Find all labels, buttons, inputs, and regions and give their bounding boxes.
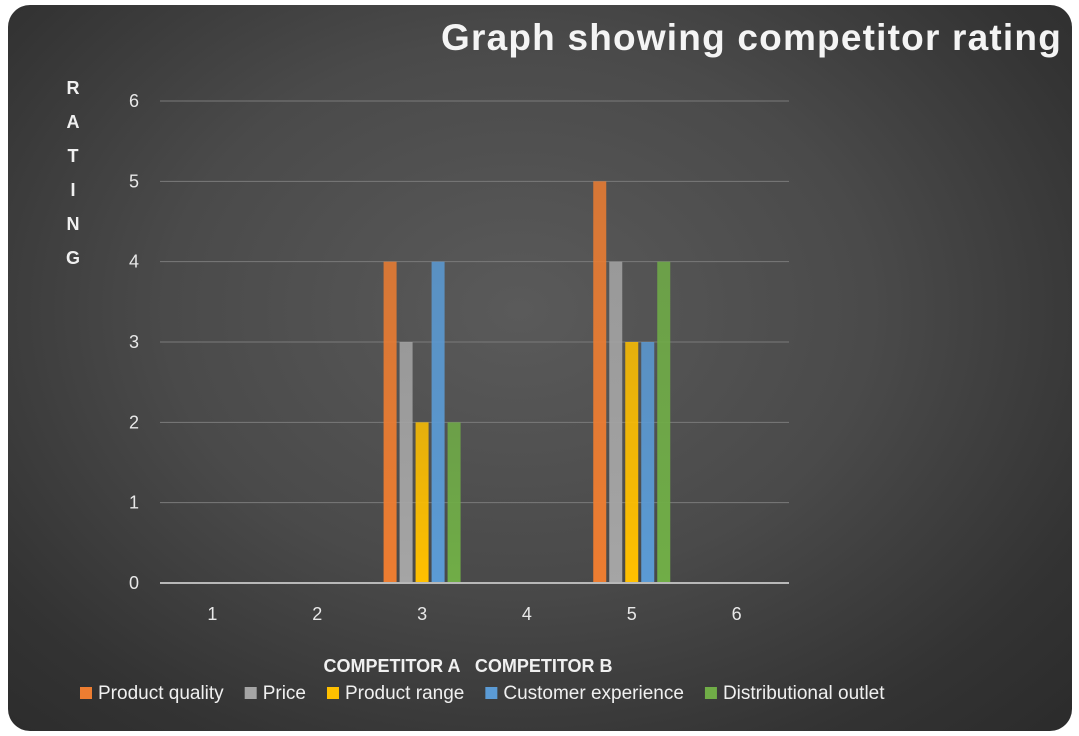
bar	[399, 342, 413, 583]
bar	[641, 342, 655, 583]
x-tick-labels: 1 2 3 4 5 6	[207, 604, 741, 624]
y-tick-labels: 0 1 2 3 4 5 6	[129, 91, 139, 593]
bar	[593, 181, 607, 584]
bar	[657, 261, 671, 583]
x-tick-label: 6	[732, 604, 742, 624]
bar	[625, 342, 639, 583]
bar	[431, 261, 445, 583]
y-axis-label-letter: G	[66, 248, 80, 268]
y-axis-label-letter: A	[67, 112, 80, 132]
y-tick-label: 1	[129, 493, 139, 513]
y-axis-label-letter: I	[70, 180, 75, 200]
legend-label: Product range	[345, 683, 464, 704]
bar	[447, 422, 461, 583]
y-tick-label: 6	[129, 91, 139, 111]
legend-swatch	[80, 687, 92, 699]
y-tick-label: 0	[129, 573, 139, 593]
x-tick-label: 2	[312, 604, 322, 624]
y-tick-label: 3	[129, 332, 139, 352]
x-tick-label: 1	[207, 604, 217, 624]
x-tick-label: 5	[627, 604, 637, 624]
bar	[383, 261, 397, 583]
bar	[609, 261, 623, 583]
legend-label: Price	[263, 683, 306, 704]
legend-swatch	[485, 687, 498, 699]
legend-swatch	[326, 687, 339, 699]
y-axis-label-letter: N	[67, 214, 80, 234]
bars	[383, 181, 671, 584]
legend-label: Customer experience	[503, 683, 684, 704]
x-axis-label: COMPETITOR A COMPETITOR B	[323, 656, 612, 676]
x-tick-label: 4	[522, 604, 532, 624]
chart-title: Graph showing competitor rating	[441, 17, 1062, 58]
x-tick-label: 3	[417, 604, 427, 624]
gridlines	[160, 100, 789, 504]
y-axis-label-letter: T	[68, 146, 79, 166]
y-tick-label: 5	[129, 171, 139, 191]
bar	[415, 422, 429, 583]
legend: Product quality Price Product range Custome…	[80, 683, 885, 704]
y-tick-label: 2	[129, 412, 139, 432]
legend-label: Product quality	[98, 683, 224, 704]
legend-swatch	[244, 687, 257, 699]
legend-swatch	[704, 687, 717, 699]
legend-label: Distributional outlet	[723, 683, 885, 704]
y-axis-label-letter: R	[67, 78, 80, 98]
y-tick-label: 4	[129, 252, 139, 272]
